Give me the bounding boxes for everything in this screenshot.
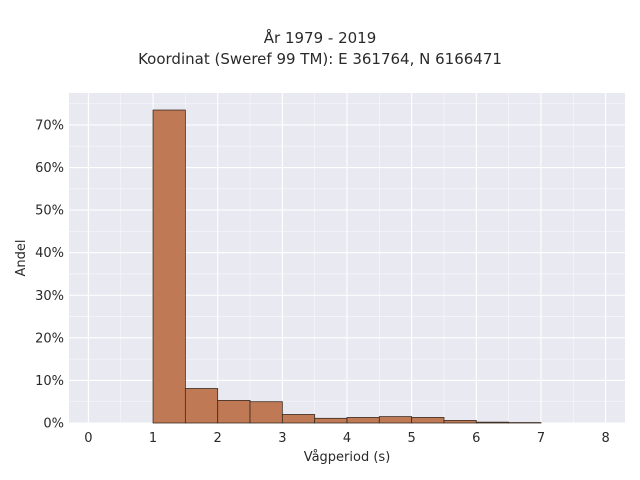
x-tick-label: 8 — [601, 431, 609, 446]
y-tick-label: 10% — [35, 374, 64, 389]
histogram-bar — [314, 417, 348, 424]
x-axis-label: Vågperiod (s) — [304, 450, 391, 465]
x-tick-label: 0 — [84, 431, 92, 446]
y-tick-label: 20% — [35, 331, 64, 346]
x-tick-label: 6 — [472, 431, 480, 446]
x-tick-label: 5 — [408, 431, 416, 446]
histogram-bar — [152, 109, 186, 424]
histogram-bar — [184, 388, 219, 424]
histogram-bar — [378, 416, 413, 424]
histogram-bar — [249, 401, 283, 424]
y-axis-label: Andel — [14, 240, 29, 277]
x-tick-label: 1 — [149, 431, 157, 446]
histogram-bar — [443, 420, 477, 424]
x-tick-label: 7 — [537, 431, 545, 446]
x-tick-label: 3 — [278, 431, 286, 446]
chart-subtitle: Koordinat (Sweref 99 TM): E 361764, N 61… — [138, 50, 502, 68]
y-tick-label: 50% — [35, 204, 64, 219]
x-tick-label: 4 — [343, 431, 351, 446]
chart-title: År 1979 - 2019 — [263, 29, 377, 47]
x-tick-label: 2 — [214, 431, 222, 446]
histogram-bar — [475, 421, 510, 424]
y-tick-label: 60% — [35, 161, 64, 176]
histogram-bar — [346, 417, 380, 424]
histogram-bar — [411, 417, 445, 424]
histogram-bar — [281, 414, 316, 424]
y-tick-label: 0% — [43, 417, 64, 432]
histogram-bar — [217, 400, 251, 424]
y-tick-label: 40% — [35, 246, 64, 261]
y-tick-label: 70% — [35, 118, 64, 133]
y-tick-label: 30% — [35, 289, 64, 304]
